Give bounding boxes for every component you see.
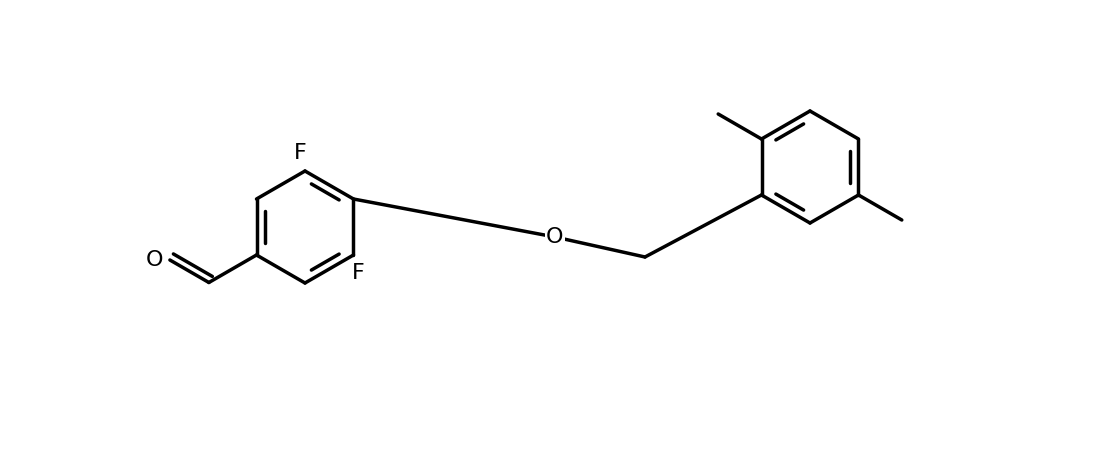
- Text: F: F: [353, 263, 365, 283]
- Text: O: O: [146, 250, 163, 270]
- Text: F: F: [294, 143, 307, 163]
- Text: O: O: [546, 227, 564, 247]
